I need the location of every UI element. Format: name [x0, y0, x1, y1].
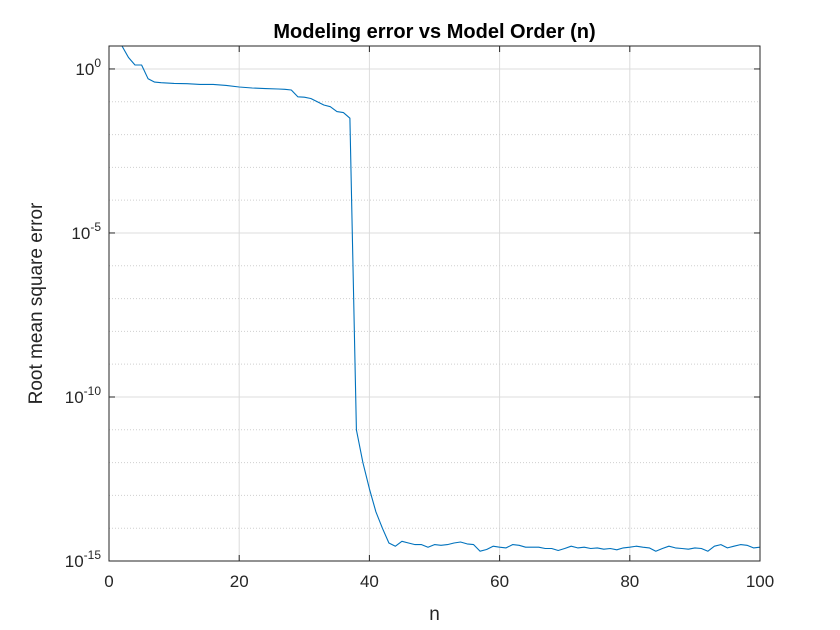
- y-tick-label: 10-10: [65, 384, 102, 407]
- ticks: 0 20 40 60 80 100 10-15 10-10 10-5 100: [65, 46, 774, 591]
- y-tick-label: 10-15: [65, 548, 102, 571]
- axes-box: [108, 45, 761, 562]
- plot-area: [109, 46, 760, 561]
- x-axis-label: n: [429, 604, 440, 625]
- x-tick-label: 60: [490, 572, 509, 591]
- chart-title: Modeling error vs Model Order (n): [273, 21, 595, 43]
- y-tick-label: 10-5: [71, 220, 101, 243]
- x-tick-label: 0: [104, 572, 113, 591]
- x-tick-label: 40: [360, 572, 379, 591]
- series-line: [115, 45, 761, 552]
- y-tick-label: 100: [75, 56, 101, 79]
- x-tick-label: 20: [230, 572, 249, 591]
- x-tick-label: 100: [746, 572, 774, 591]
- y-axis-label: Root mean square error: [26, 202, 47, 404]
- grid: [108, 46, 761, 562]
- data-series: [115, 45, 761, 552]
- x-tick-label: 80: [620, 572, 639, 591]
